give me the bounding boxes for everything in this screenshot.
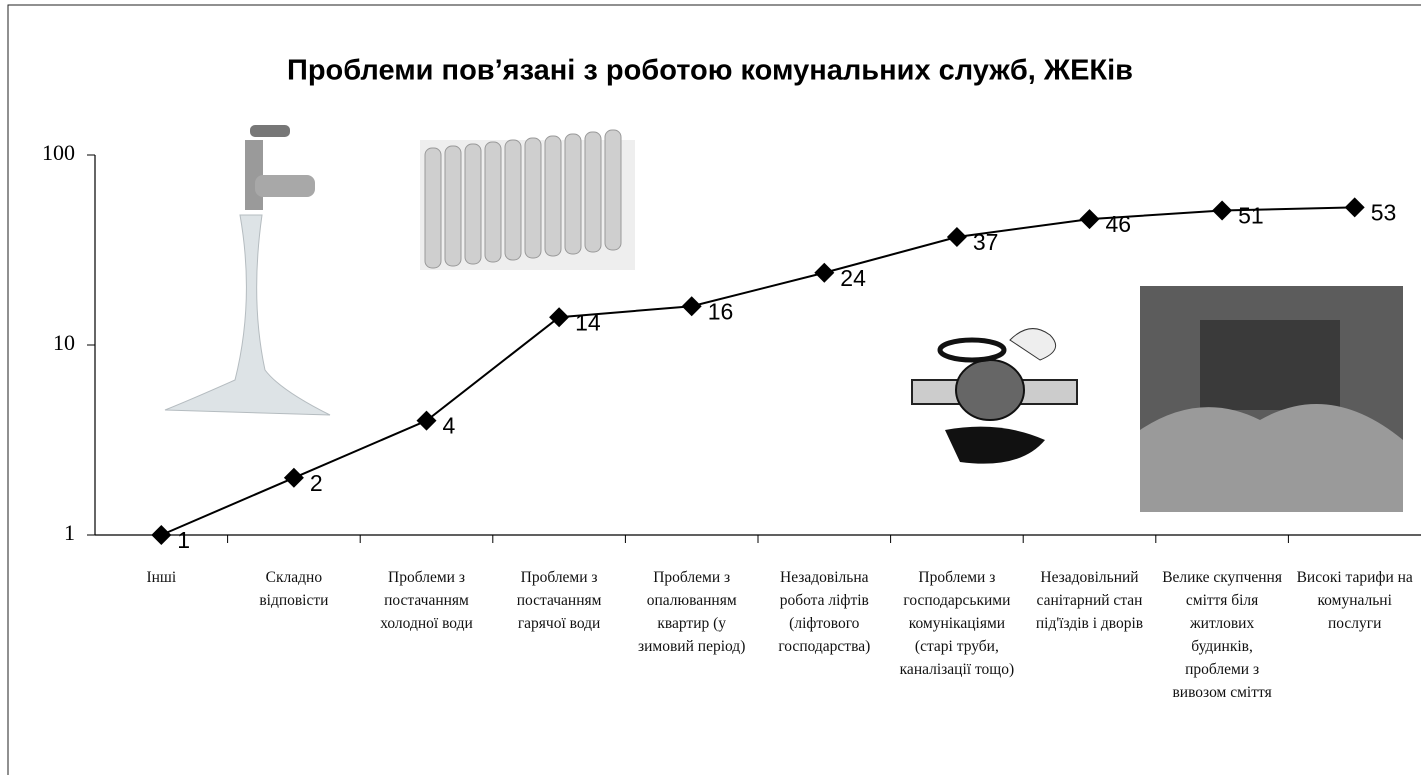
x-tick-label: Високі тарифи на комунальні послуги <box>1296 569 1413 632</box>
data-label: 14 <box>575 309 601 335</box>
marker <box>549 307 570 328</box>
data-label: 51 <box>1238 203 1264 229</box>
marker <box>151 525 172 545</box>
x-tick-label: Велике скупчення сміття біля житлових бу… <box>1162 569 1282 701</box>
marker <box>1079 209 1100 230</box>
tap-picture <box>164 125 331 416</box>
x-tick-label: Незадовільна робота ліфтів (ліфтового го… <box>778 569 871 655</box>
data-line <box>160 206 1355 536</box>
data-label: 1 <box>177 527 190 553</box>
x-tick-label: Проблеми з господарськими комунікаціями … <box>899 569 1015 678</box>
marker <box>416 410 437 431</box>
x-tick-label: Складно відповісти <box>259 569 329 609</box>
y-tick-label: 10 <box>53 330 75 355</box>
pipe-picture <box>911 328 1078 464</box>
x-tick-label: Проблеми з опалюванням квартир (у зимови… <box>638 569 746 655</box>
frame <box>7 4 1421 775</box>
data-label: 2 <box>310 470 323 496</box>
data-label: 16 <box>708 298 734 324</box>
y-tick-label: 1 <box>64 520 75 545</box>
x-tick-label: Інші <box>146 569 177 586</box>
data-label: 4 <box>443 413 456 439</box>
data-label: 46 <box>1106 211 1132 237</box>
x-tick-label: Проблеми з постачанням холодної води <box>380 569 473 632</box>
data-label: 24 <box>840 265 866 291</box>
y-tick-label: 100 <box>42 140 75 165</box>
data-label: 53 <box>1371 199 1397 225</box>
marker <box>283 467 304 488</box>
marker <box>1344 197 1365 218</box>
marker <box>946 227 967 248</box>
x-tick-label: Незадовільний санітарний стан під'їздів … <box>1035 569 1144 632</box>
x-tick-label: Проблеми з постачанням гарячої води <box>516 569 602 632</box>
marker <box>814 262 835 283</box>
data-label: 37 <box>973 229 999 255</box>
marker <box>1212 200 1233 221</box>
radiator-picture <box>420 129 635 270</box>
chart-title: Проблеми пов’язані з роботою комунальних… <box>287 55 1133 87</box>
marker <box>681 296 702 317</box>
garbage-picture <box>1140 286 1403 512</box>
